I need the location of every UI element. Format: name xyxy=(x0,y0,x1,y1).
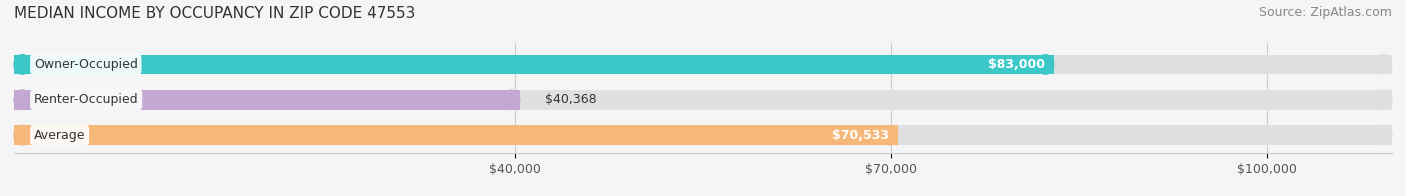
Ellipse shape xyxy=(1375,90,1392,110)
Ellipse shape xyxy=(14,55,31,74)
Text: Owner-Occupied: Owner-Occupied xyxy=(34,58,138,71)
Bar xyxy=(14,90,520,110)
Bar xyxy=(14,125,1392,145)
Ellipse shape xyxy=(1038,55,1053,74)
Bar xyxy=(14,125,897,145)
Ellipse shape xyxy=(503,90,520,110)
Ellipse shape xyxy=(882,125,897,145)
Bar xyxy=(14,55,1392,74)
Ellipse shape xyxy=(1375,125,1392,145)
Text: Source: ZipAtlas.com: Source: ZipAtlas.com xyxy=(1258,6,1392,19)
Ellipse shape xyxy=(14,90,31,110)
Text: $83,000: $83,000 xyxy=(988,58,1046,71)
Ellipse shape xyxy=(14,55,31,74)
Text: Renter-Occupied: Renter-Occupied xyxy=(34,93,139,106)
Ellipse shape xyxy=(14,90,31,110)
Ellipse shape xyxy=(14,125,31,145)
Ellipse shape xyxy=(14,125,31,145)
Text: Average: Average xyxy=(34,129,86,142)
Text: $70,533: $70,533 xyxy=(832,129,890,142)
Bar xyxy=(14,90,1392,110)
Bar xyxy=(14,55,1053,74)
Text: $40,368: $40,368 xyxy=(544,93,596,106)
Ellipse shape xyxy=(1375,55,1392,74)
Text: MEDIAN INCOME BY OCCUPANCY IN ZIP CODE 47553: MEDIAN INCOME BY OCCUPANCY IN ZIP CODE 4… xyxy=(14,6,415,21)
